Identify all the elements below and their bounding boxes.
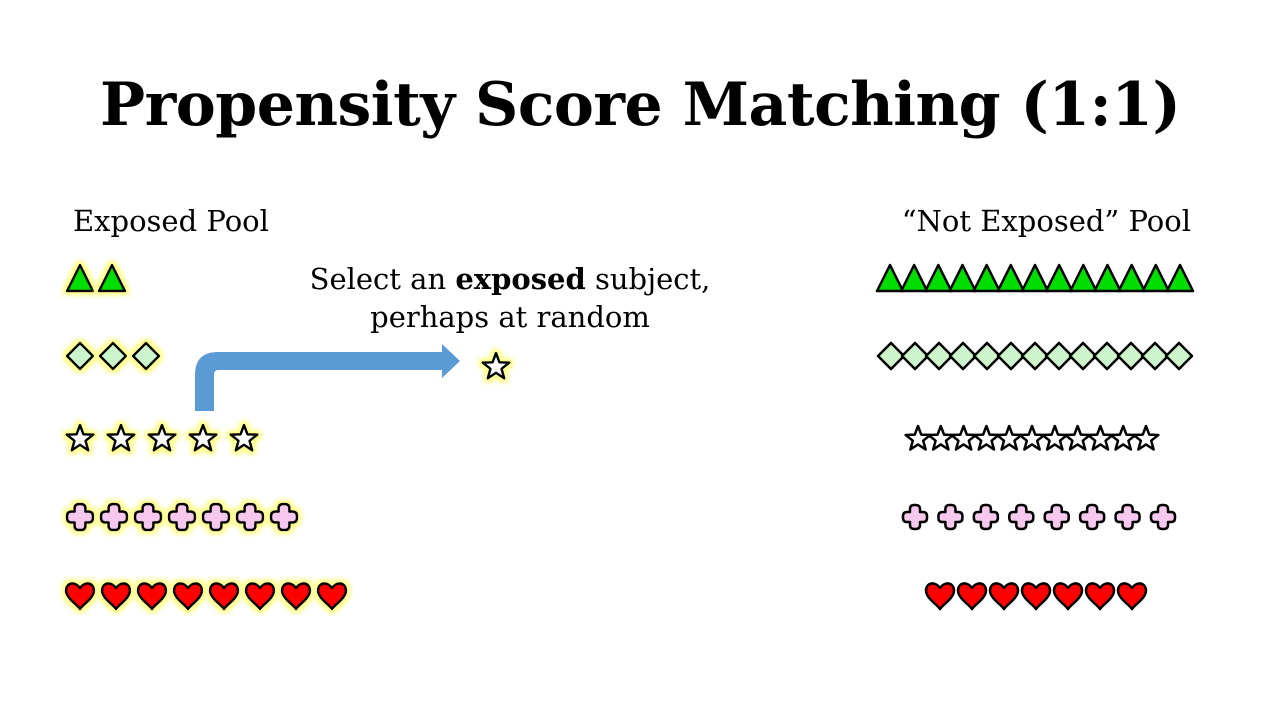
diamond-shape bbox=[1092, 341, 1122, 371]
heart-shape bbox=[1052, 582, 1084, 611]
triangle-shape bbox=[1165, 263, 1195, 293]
triangle-shape bbox=[1020, 263, 1050, 293]
exposed-pool-label: Exposed Pool bbox=[73, 204, 269, 238]
heart-shape bbox=[64, 582, 96, 611]
heart-shape bbox=[956, 582, 988, 611]
diamond-shape bbox=[1116, 341, 1146, 371]
plus-shape bbox=[235, 502, 265, 532]
star-shape bbox=[106, 423, 136, 452]
triangle-shape bbox=[948, 263, 977, 293]
diamond-shape bbox=[900, 341, 930, 371]
not-exposed-pool bbox=[875, 263, 1195, 611]
heart-shape bbox=[1020, 582, 1052, 611]
star-shape bbox=[147, 423, 177, 452]
heart-shape bbox=[1116, 582, 1148, 611]
caption-text-start: Select an bbox=[309, 262, 456, 296]
star-shape bbox=[1018, 424, 1046, 451]
diamond-shape bbox=[1044, 341, 1074, 371]
diamond-shape bbox=[65, 341, 95, 371]
triangle-shape bbox=[996, 263, 1026, 293]
plus-shape bbox=[1149, 503, 1177, 531]
plus-shape bbox=[201, 502, 231, 532]
star-shape bbox=[1109, 424, 1137, 451]
heart-shape bbox=[1084, 582, 1116, 611]
plus-shape bbox=[1043, 503, 1070, 531]
plus-shape bbox=[1078, 503, 1106, 531]
triangle-shape bbox=[875, 263, 905, 293]
caption-bold-word: exposed bbox=[455, 262, 586, 296]
triangle-shape bbox=[972, 263, 1001, 293]
star-shape bbox=[65, 423, 95, 452]
heart-shape bbox=[136, 582, 168, 611]
plus-shape bbox=[99, 502, 129, 532]
triangle-shape bbox=[97, 263, 127, 293]
heart-shape bbox=[924, 582, 956, 611]
plus-shape bbox=[133, 502, 163, 532]
triangle-shape bbox=[1141, 263, 1171, 293]
plus-shape bbox=[167, 502, 197, 532]
heart-shape bbox=[100, 582, 132, 611]
heart-shape bbox=[316, 582, 348, 611]
heart-shape bbox=[208, 582, 240, 611]
triangle-shape bbox=[1044, 263, 1074, 293]
diamond-shape bbox=[924, 341, 954, 371]
triangle-shape bbox=[1093, 263, 1122, 293]
slide-title: Propensity Score Matching (1:1) bbox=[100, 70, 1181, 140]
triangle-shape bbox=[1069, 263, 1098, 293]
triangle-shape bbox=[899, 263, 929, 293]
diamond-shape bbox=[1164, 341, 1194, 371]
heart-shape bbox=[280, 582, 312, 611]
star-shape bbox=[972, 424, 1001, 451]
star-shape bbox=[904, 424, 932, 451]
star-shape bbox=[949, 424, 978, 451]
plus-shape bbox=[269, 502, 299, 532]
plus-shape bbox=[1114, 503, 1141, 531]
star-shape bbox=[188, 423, 218, 452]
selection-caption: Select an exposed subject, perhaps at ra… bbox=[300, 260, 720, 336]
caption-line-2: perhaps at random bbox=[370, 300, 650, 334]
plus-shape bbox=[1008, 503, 1035, 531]
triangle-shape bbox=[1117, 263, 1146, 293]
diamond-shape bbox=[876, 341, 906, 371]
diamond-shape bbox=[996, 341, 1026, 371]
diamond-shape bbox=[1020, 341, 1050, 371]
caption-text-end: subject, bbox=[585, 262, 711, 296]
diamond-shape bbox=[98, 341, 128, 371]
diamond-shape bbox=[131, 341, 161, 371]
star-shape bbox=[995, 424, 1023, 451]
star-shape bbox=[927, 424, 955, 451]
triangle-shape bbox=[924, 263, 953, 293]
star-shape bbox=[481, 351, 511, 380]
selected-subject bbox=[481, 351, 511, 380]
star-shape bbox=[1041, 424, 1069, 451]
heart-shape bbox=[988, 582, 1020, 611]
diamond-shape bbox=[948, 341, 978, 371]
plus-shape bbox=[901, 503, 929, 531]
plus-shape bbox=[937, 503, 964, 531]
selection-arrow bbox=[195, 344, 460, 411]
diamond-shape bbox=[972, 341, 1002, 371]
star-shape bbox=[229, 423, 259, 452]
plus-shape bbox=[972, 503, 1000, 531]
not-exposed-pool-label: “Not Exposed” Pool bbox=[901, 204, 1191, 238]
heart-shape bbox=[172, 582, 204, 611]
star-shape bbox=[1086, 424, 1115, 451]
diamond-shape bbox=[1140, 341, 1170, 371]
plus-shape bbox=[65, 502, 95, 532]
diamond-shape bbox=[1068, 341, 1098, 371]
triangle-shape bbox=[65, 263, 95, 293]
exposed-pool bbox=[64, 263, 348, 611]
star-shape bbox=[1132, 424, 1160, 451]
star-shape bbox=[1063, 424, 1092, 451]
heart-shape bbox=[244, 582, 276, 611]
